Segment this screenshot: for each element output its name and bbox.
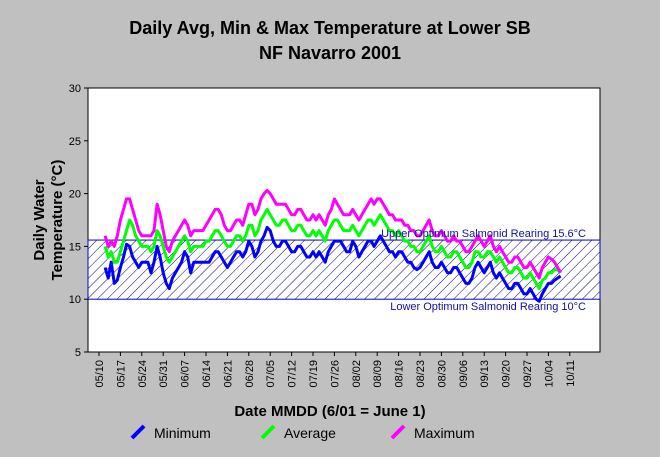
y-axis-title-line2: Temperature (°C) <box>49 160 66 281</box>
series-lines <box>103 188 562 303</box>
series-minimum-line <box>103 225 562 303</box>
x-axis: 05/10 05/17 05/24 05/31 06/07 06/14 06/21 06/28… <box>94 352 577 388</box>
x-tick-label: 05/17 <box>115 360 127 388</box>
x-tick-label: 08/30 <box>436 360 448 388</box>
series-average-line <box>103 207 562 291</box>
x-tick-label: 07/05 <box>265 360 277 388</box>
series-maximum-line <box>103 188 562 280</box>
y-axis-title-line1: Daily Water <box>31 179 48 260</box>
x-axis-title: Date MMDD (6/01 = June 1) <box>234 403 425 420</box>
x-tick-label: 08/09 <box>372 360 384 388</box>
legend-swatch-average <box>260 424 276 440</box>
x-tick-label: 05/31 <box>158 360 170 388</box>
x-tick-label: 09/06 <box>458 360 470 388</box>
legend-label-minimum: Minimum <box>154 425 211 441</box>
x-tick-label: 07/26 <box>329 360 341 388</box>
legend: Minimum Average Maximum <box>130 424 475 441</box>
x-tick-label: 06/14 <box>201 360 213 388</box>
legend-label-average: Average <box>284 425 336 441</box>
x-tick-label: 05/24 <box>137 360 149 388</box>
x-tick-label: 06/07 <box>180 360 192 388</box>
x-tick-label: 06/21 <box>222 360 234 388</box>
chart-subtitle: NF Navarro 2001 <box>259 43 401 63</box>
y-axis: 30 25 20 15 10 5 <box>69 83 88 359</box>
x-tick-label: 09/27 <box>522 360 534 388</box>
lower-optimum-annotation: Lower Optimum Salmonid Rearing 10°C <box>390 301 586 313</box>
legend-label-maximum: Maximum <box>414 425 475 441</box>
upper-optimum-annotation: Upper Optimum Salmonid Rearing 15.6°C <box>381 228 586 240</box>
x-tick-label: 10/04 <box>543 360 555 388</box>
x-tick-label: 10/11 <box>565 360 577 387</box>
y-tick-label: 20 <box>69 189 81 201</box>
y-tick-label: 30 <box>69 83 81 95</box>
x-tick-label: 06/28 <box>244 360 256 388</box>
x-tick-label: 07/19 <box>308 360 320 388</box>
legend-swatch-minimum <box>130 424 146 440</box>
x-tick-label: 08/02 <box>351 360 363 388</box>
x-tick-label: 09/20 <box>501 360 513 388</box>
y-tick-label: 25 <box>69 136 81 148</box>
x-tick-label: 07/12 <box>287 360 299 388</box>
legend-swatch-maximum <box>390 424 406 440</box>
chart-title: Daily Avg, Min & Max Temperature at Lowe… <box>129 18 530 38</box>
y-tick-label: 10 <box>69 294 81 306</box>
x-tick-label: 09/13 <box>479 360 491 388</box>
plot-area <box>87 87 601 353</box>
y-tick-label: 15 <box>69 241 81 253</box>
y-tick-label: 5 <box>75 347 81 359</box>
x-tick-label: 05/10 <box>94 360 106 388</box>
x-tick-label: 08/16 <box>394 360 406 388</box>
x-tick-label: 08/23 <box>415 360 427 388</box>
